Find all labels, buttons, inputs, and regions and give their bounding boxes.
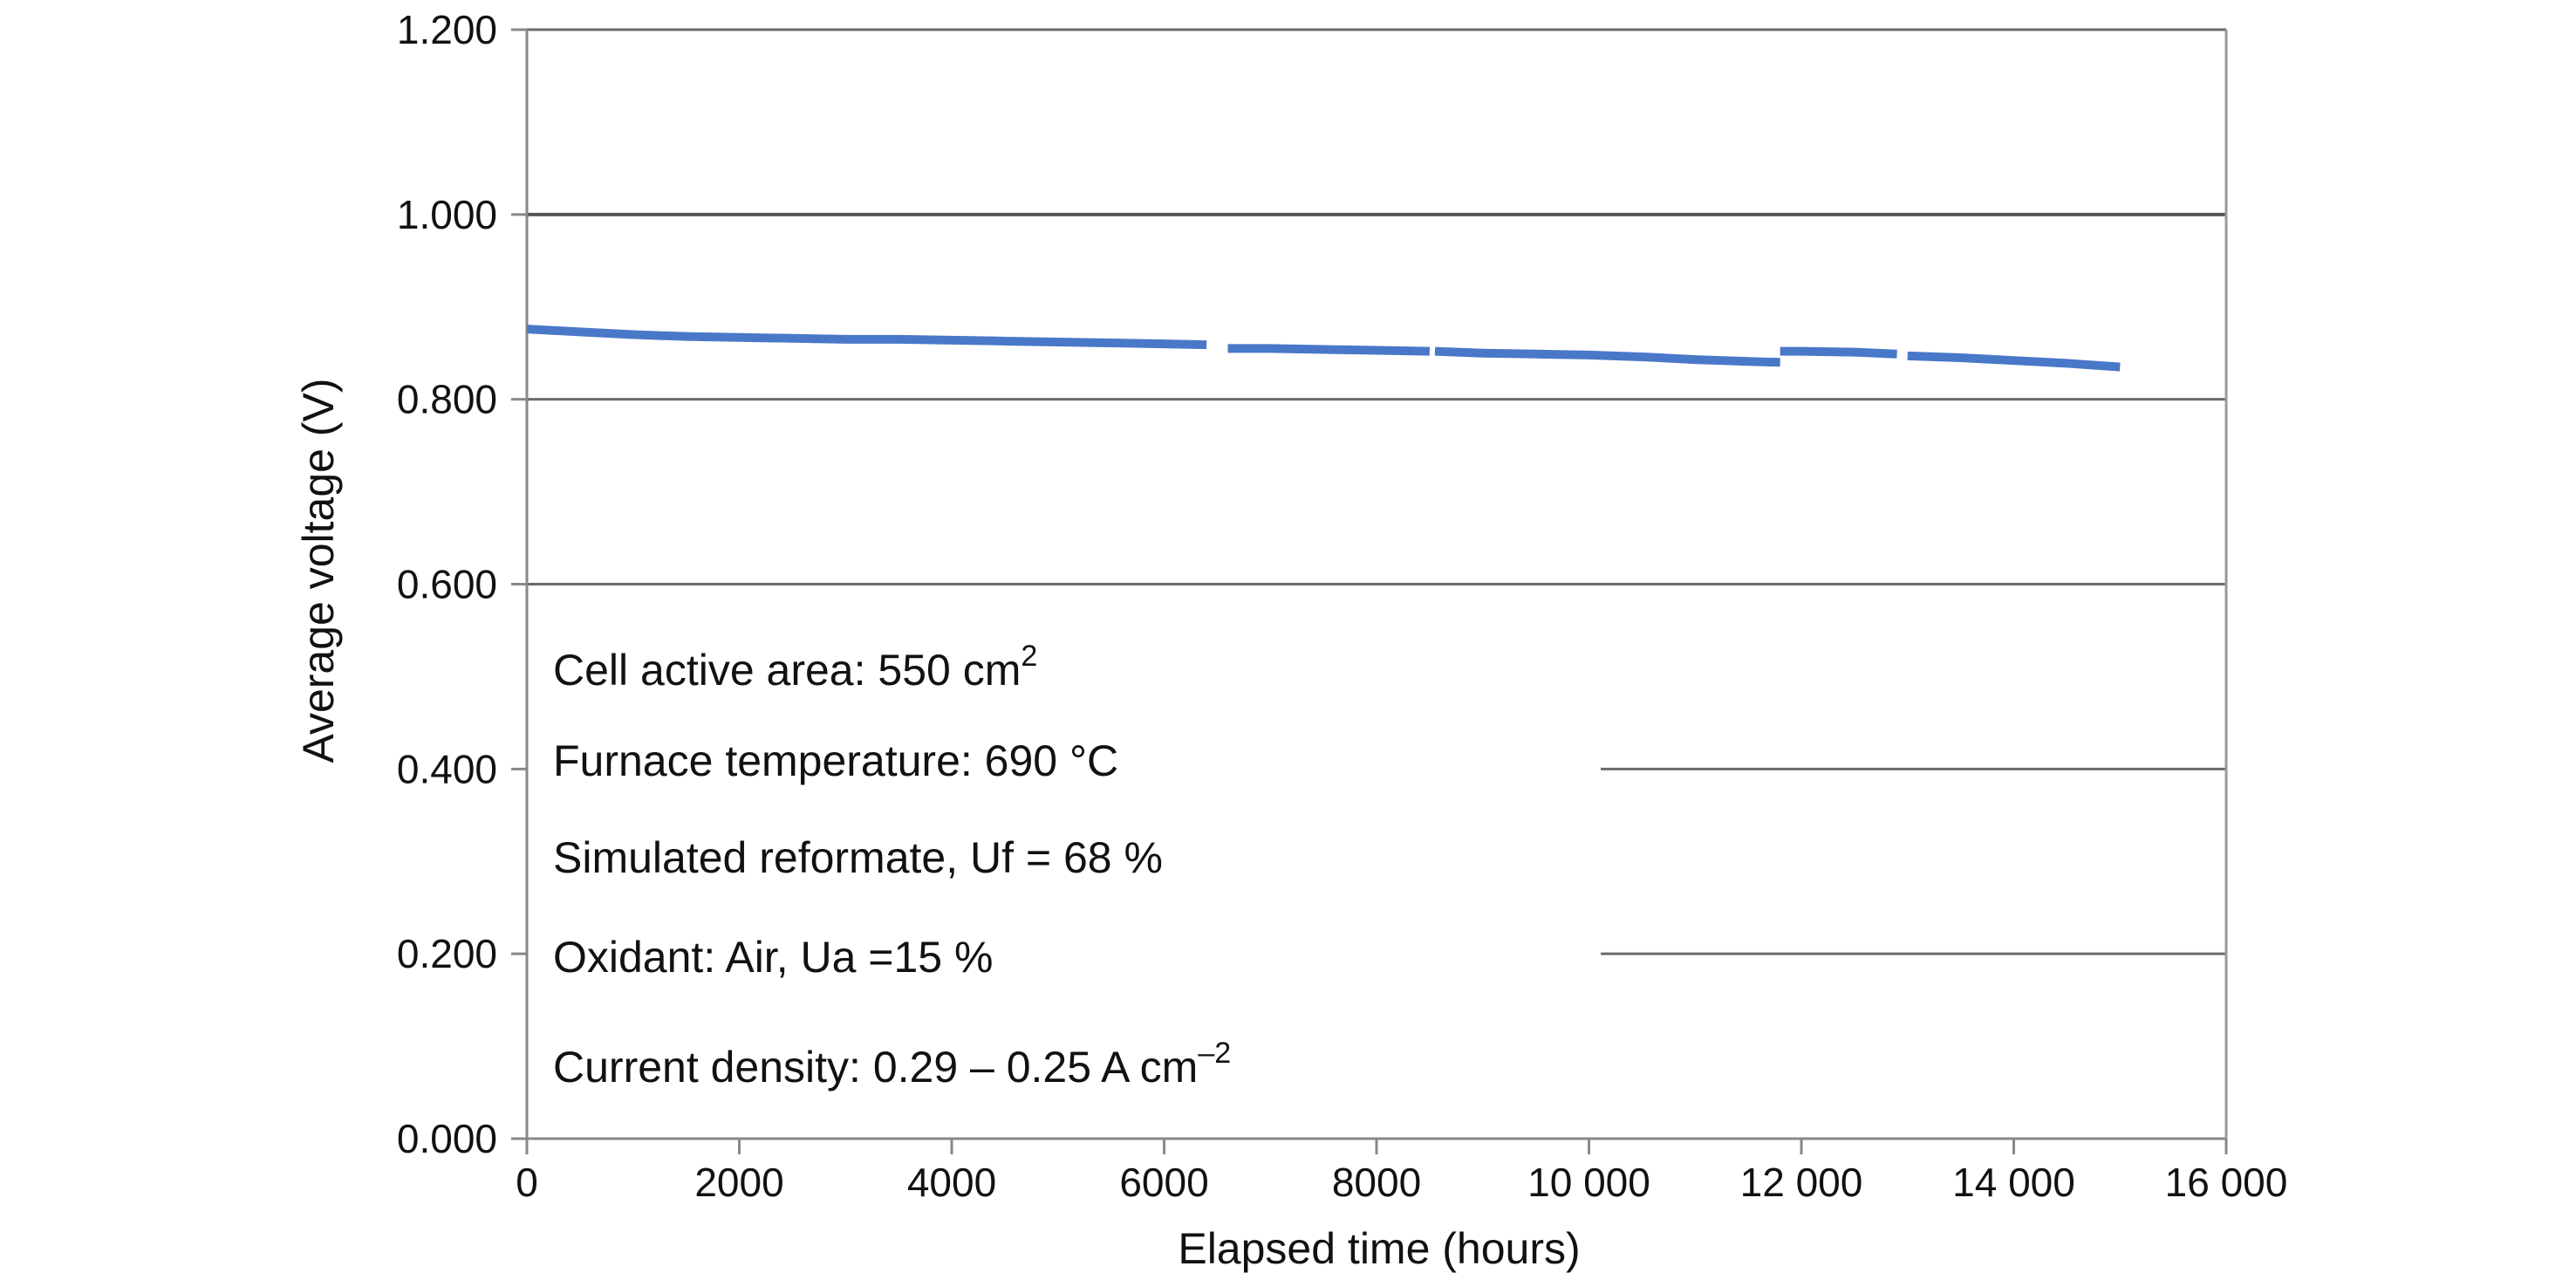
x-tick-label: 16 000 xyxy=(2165,1160,2288,1205)
annotation-line: Simulated reformate, Uf = 68 % xyxy=(553,833,1163,882)
x-tick-label: 6000 xyxy=(1119,1160,1208,1205)
data-series xyxy=(526,325,2121,372)
voltage-series-segment xyxy=(1907,351,2121,372)
x-tick-label: 14 000 xyxy=(1952,1160,2075,1205)
voltage-series-segment xyxy=(526,325,1207,350)
x-tick-label: 10 000 xyxy=(1527,1160,1650,1205)
x-tick-label: 12 000 xyxy=(1740,1160,1863,1205)
grid-lines xyxy=(527,28,2226,955)
y-tick-label: 1.200 xyxy=(397,7,497,52)
y-tick-label: 0.600 xyxy=(397,562,497,607)
y-axis-title: Average voltage (V) xyxy=(294,379,343,763)
axes xyxy=(511,28,2228,1154)
y-tick-label: 0.200 xyxy=(397,931,497,976)
y-tick-label: 0.400 xyxy=(397,746,497,791)
annotation-line: Current density: 0.29 – 0.25 A cm–2 xyxy=(553,1037,1231,1092)
annotation-line: Furnace temperature: 690 °C xyxy=(553,736,1118,785)
y-tick-label: 1.000 xyxy=(397,192,497,237)
annotation-line: Oxidant: Air, Ua =15 % xyxy=(553,933,993,982)
y-tick-label: 0.800 xyxy=(397,377,497,422)
tick-labels: 0.000 0.200 0.400 0.600 0.800 1.000 1.200 0 2000… xyxy=(397,7,2287,1205)
voltage-series-segment xyxy=(1434,346,1780,367)
x-tick-label: 4000 xyxy=(907,1160,996,1205)
y-tick-label: 0.000 xyxy=(397,1116,497,1161)
annotation-line: Cell active area: 550 cm2 xyxy=(553,640,1037,695)
x-tick-label: 0 xyxy=(516,1160,538,1205)
voltage-series-segment xyxy=(1227,344,1430,356)
x-axis-title: Elapsed time (hours) xyxy=(1178,1224,1580,1273)
annotations: Cell active area: 550 cm2 Furnace tempera… xyxy=(553,640,1231,1092)
x-tick-label: 2000 xyxy=(694,1160,783,1205)
x-tick-label: 8000 xyxy=(1332,1160,1421,1205)
voltage-series-segment xyxy=(1780,346,1897,359)
